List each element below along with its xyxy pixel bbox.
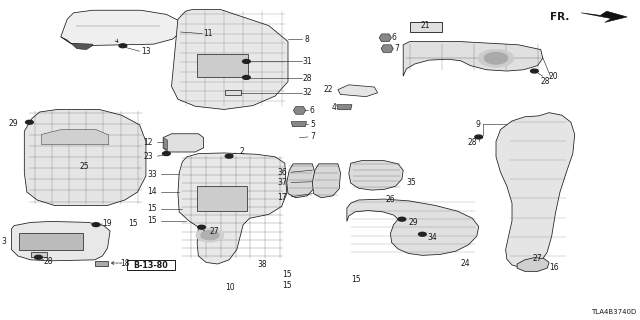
Circle shape — [35, 255, 42, 259]
Text: 13: 13 — [141, 47, 151, 56]
Text: 4: 4 — [332, 103, 337, 112]
Text: 2: 2 — [239, 148, 244, 156]
Text: 28: 28 — [44, 257, 52, 266]
Circle shape — [243, 76, 250, 79]
Text: 9: 9 — [475, 120, 480, 129]
Bar — [31, 252, 47, 257]
Polygon shape — [61, 37, 93, 50]
Polygon shape — [163, 134, 204, 152]
Text: 6: 6 — [392, 33, 397, 42]
Text: 37: 37 — [277, 178, 287, 187]
Text: 28: 28 — [303, 74, 312, 83]
Polygon shape — [403, 42, 543, 76]
Text: 32: 32 — [302, 88, 312, 97]
Text: 15: 15 — [351, 275, 360, 284]
Polygon shape — [178, 153, 287, 264]
Polygon shape — [379, 34, 392, 42]
Text: 28: 28 — [467, 138, 477, 147]
Polygon shape — [61, 10, 180, 45]
Circle shape — [163, 152, 170, 156]
Text: 29: 29 — [8, 119, 18, 128]
Bar — [197, 54, 248, 77]
Circle shape — [201, 231, 219, 240]
Polygon shape — [347, 199, 479, 255]
Text: TLA4B3740D: TLA4B3740D — [591, 309, 637, 315]
Circle shape — [243, 60, 250, 63]
Circle shape — [26, 120, 33, 124]
Polygon shape — [287, 164, 315, 198]
Polygon shape — [291, 122, 307, 127]
Text: 18: 18 — [120, 260, 130, 268]
Text: 15: 15 — [147, 204, 157, 213]
Text: 14: 14 — [147, 188, 157, 196]
Text: 27: 27 — [532, 254, 542, 263]
Bar — [225, 90, 241, 95]
Text: 16: 16 — [549, 263, 559, 272]
Polygon shape — [381, 45, 394, 52]
Polygon shape — [338, 85, 378, 97]
Text: 11: 11 — [204, 29, 212, 38]
Text: 36: 36 — [277, 168, 287, 177]
Text: 34: 34 — [428, 233, 437, 242]
Text: 15: 15 — [147, 216, 157, 225]
Bar — [95, 261, 108, 266]
Text: 38: 38 — [257, 260, 268, 269]
Text: 24: 24 — [461, 259, 470, 268]
Polygon shape — [42, 130, 109, 145]
Text: 19: 19 — [102, 220, 112, 228]
Circle shape — [119, 44, 127, 48]
Circle shape — [419, 232, 426, 236]
Circle shape — [475, 135, 483, 139]
Circle shape — [196, 228, 224, 242]
Text: 8: 8 — [305, 35, 310, 44]
Polygon shape — [337, 105, 352, 110]
Text: 20: 20 — [548, 72, 559, 81]
Text: 23: 23 — [144, 152, 154, 161]
Text: 28: 28 — [541, 77, 550, 86]
Circle shape — [478, 49, 514, 67]
Text: 29: 29 — [408, 218, 418, 227]
Text: 6: 6 — [310, 106, 315, 115]
Text: 15: 15 — [128, 220, 138, 228]
Bar — [410, 22, 442, 32]
Text: 12: 12 — [143, 138, 152, 147]
Text: 27: 27 — [210, 228, 220, 236]
Text: 7: 7 — [394, 44, 399, 53]
Text: 21: 21 — [421, 21, 430, 30]
Text: 15: 15 — [282, 281, 292, 290]
Text: 15: 15 — [282, 270, 292, 279]
Bar — [19, 233, 83, 250]
Text: 33: 33 — [147, 170, 157, 179]
Text: 7: 7 — [310, 132, 315, 141]
Text: B-13-80: B-13-80 — [134, 261, 168, 270]
Text: 3: 3 — [1, 237, 6, 246]
Polygon shape — [293, 107, 306, 114]
Polygon shape — [12, 221, 110, 261]
Polygon shape — [172, 10, 288, 109]
Circle shape — [92, 223, 100, 227]
Text: FR.: FR. — [550, 12, 570, 22]
Text: 5: 5 — [310, 120, 315, 129]
Text: 17: 17 — [277, 193, 287, 202]
Circle shape — [398, 217, 406, 221]
Text: 10: 10 — [225, 284, 236, 292]
Circle shape — [484, 52, 508, 64]
Polygon shape — [24, 109, 146, 205]
Circle shape — [531, 69, 538, 73]
Text: 25: 25 — [79, 162, 89, 171]
Bar — [127, 260, 175, 270]
Text: 31: 31 — [302, 57, 312, 66]
Bar — [197, 186, 247, 211]
Polygon shape — [496, 113, 575, 267]
Circle shape — [225, 154, 233, 158]
Polygon shape — [517, 258, 549, 271]
Polygon shape — [312, 164, 340, 198]
Text: 26: 26 — [385, 195, 396, 204]
Polygon shape — [349, 161, 403, 190]
Circle shape — [198, 225, 205, 229]
Text: 22: 22 — [323, 85, 333, 94]
Polygon shape — [163, 138, 168, 150]
Polygon shape — [581, 11, 627, 22]
Text: 35: 35 — [406, 178, 416, 187]
